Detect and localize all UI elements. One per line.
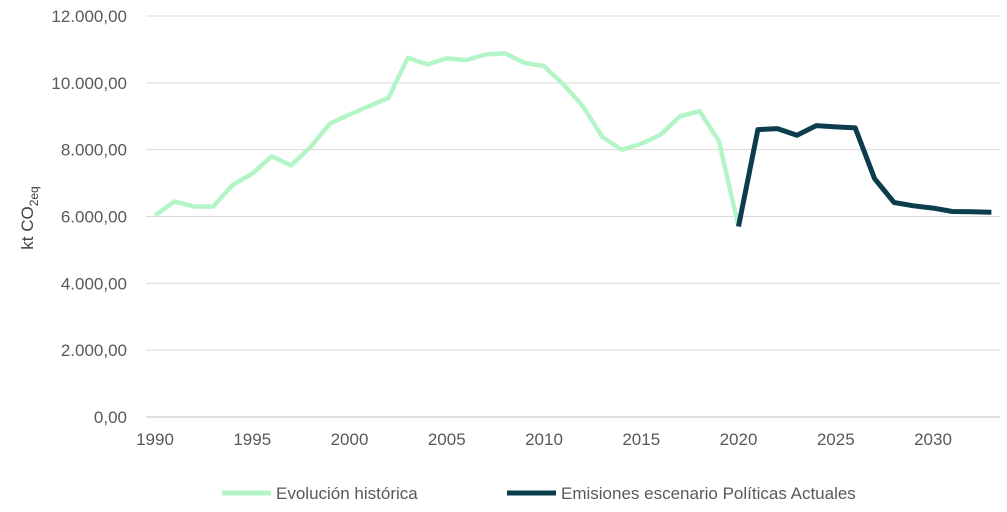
y-axis-ticks: 0,00 2.000,00 4.000,00 6.000,00 8.000,00 10.0… (51, 7, 127, 427)
x-tick-label: 2015 (622, 430, 660, 449)
y-tick-label: 12.000,00 (51, 7, 127, 26)
series-lines (153, 51, 992, 228)
x-axis-ticks: 1990 1995 2000 2005 2010 2015 2020 2025 2030 (136, 430, 952, 449)
x-tick-label: 2000 (331, 430, 369, 449)
gridlines (146, 15, 1000, 418)
series-line-historical (153, 51, 741, 228)
x-tick-label: 2025 (817, 430, 855, 449)
y-axis-label-subscript: 2eq (27, 186, 41, 206)
x-tick-label: 2020 (720, 430, 758, 449)
x-tick-label: 2010 (525, 430, 563, 449)
legend-label-scenario: Emisiones escenario Políticas Actuales (561, 484, 856, 503)
series-line-scenario (736, 123, 992, 227)
y-tick-label: 4.000,00 (61, 274, 127, 293)
legend-label-historical: Evolución histórica (276, 484, 418, 503)
legend-item-scenario[interactable]: Emisiones escenario Políticas Actuales (507, 484, 856, 503)
x-tick-label: 1990 (136, 430, 174, 449)
x-tick-label: 2030 (914, 430, 952, 449)
y-axis-label-main: kt CO (18, 206, 37, 249)
y-axis-label: kt CO2eq (18, 186, 41, 249)
y-tick-label: 0,00 (94, 408, 127, 427)
y-tick-label: 8.000,00 (61, 141, 127, 160)
y-tick-label: 2.000,00 (61, 341, 127, 360)
x-tick-label: 2005 (428, 430, 466, 449)
x-tick-label: 1995 (233, 430, 271, 449)
y-tick-label: 6.000,00 (61, 208, 127, 227)
legend: Evolución histórica Emisiones escenario … (222, 484, 856, 503)
y-tick-label: 10.000,00 (51, 74, 127, 93)
legend-item-historical[interactable]: Evolución histórica (222, 484, 418, 503)
